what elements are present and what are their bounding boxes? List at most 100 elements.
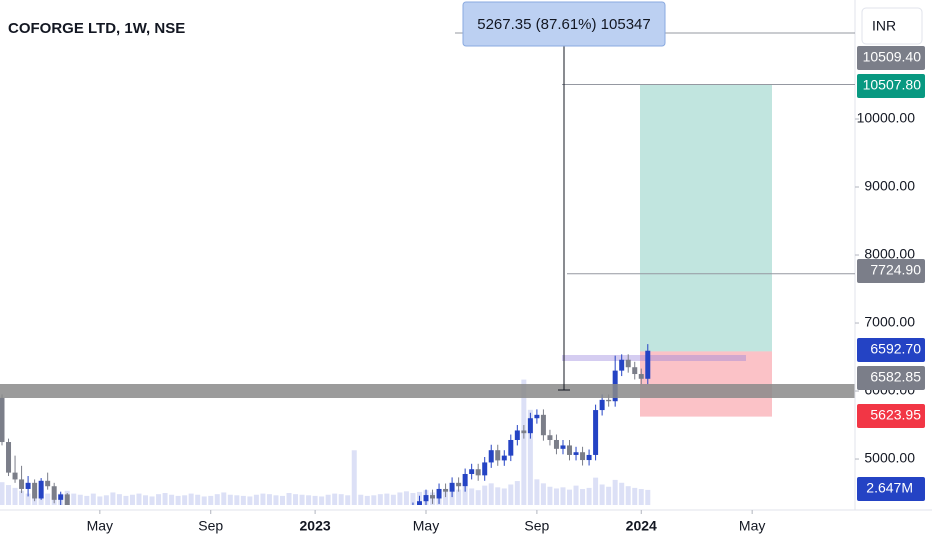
volume-bar [573,485,579,505]
candle-body [176,517,181,524]
volume-bar [599,484,605,505]
volume-bar [306,495,312,505]
candle-body [97,537,102,547]
price-label-bg [857,338,925,362]
price-label: 10509.40 [863,49,922,65]
volume-bar [521,379,527,505]
candle-body [501,455,507,461]
candle-body [482,462,488,476]
y-tick-label: 7000.00 [864,314,915,330]
candle-body [365,537,370,540]
volume-bar [77,494,83,505]
candle-body [358,534,363,537]
volume-bar [475,490,481,505]
volume-bar [534,479,540,505]
volume-bar [351,450,357,505]
candle-body [521,430,527,434]
candle-body [150,527,155,530]
candle-body [202,537,207,544]
candle-body [384,520,389,527]
volume-bar [110,492,116,505]
volume-bar [90,493,96,505]
volume-label-bg [857,477,925,501]
candle-body [606,399,612,402]
currency-box[interactable] [861,7,923,45]
volume-label: 2.647M [866,480,913,496]
candle-body [475,469,481,476]
candle-body [462,473,468,487]
volume-bar [508,484,514,505]
volume-bar [45,493,51,505]
support-band [0,384,855,398]
candle-body [136,541,141,548]
volume-bar [586,487,592,505]
candle-body [156,520,161,527]
candle-body [391,517,396,520]
candle-body [332,517,337,524]
volume-bar [645,489,651,505]
candle-body [45,480,51,487]
volume-bar [638,489,644,505]
price-label: 6582.85 [870,369,921,385]
volume-bar [221,492,227,505]
volume-bar [149,496,155,505]
volume-bar [175,495,181,505]
volume-bar [338,494,344,505]
candle-body [567,445,573,455]
volume-bar [195,494,201,505]
candle-body [91,541,96,548]
stop-zone [640,351,772,417]
volume-bar [345,495,351,505]
price-label-bg [857,46,925,70]
volume-bar [260,493,266,505]
volume-bar [169,494,175,505]
volume-bar [162,493,168,505]
volume-bar [514,481,520,505]
candle-body [514,430,520,440]
volume-bar [136,493,142,505]
candle-body [527,418,533,434]
candle-body [345,527,350,530]
candle-body [495,450,501,461]
y-tick-label: 10000.00 [857,110,916,126]
volume-bar [123,495,129,505]
candle-body [12,472,18,480]
volume-bar [501,488,507,505]
y-tick-label: 5000.00 [864,450,915,466]
volume-bar [606,486,612,505]
candle-body [169,513,174,516]
candle-body [580,452,586,461]
candle-body [234,541,239,548]
volume-bar [488,483,494,505]
candle-body [163,513,168,520]
price-label: 7724.90 [870,262,921,278]
candle-body [534,414,540,419]
volume-bar [266,494,272,505]
candle-body [645,350,651,379]
candle-body [339,524,344,527]
y-tick-label: 8000.00 [864,246,915,262]
volume-bar [593,477,599,505]
price-label-bg [857,404,925,428]
candle-body [228,534,233,541]
volume-bar [143,495,149,505]
candle-body [560,445,566,449]
range-bar [562,355,746,361]
candle-body [104,534,109,537]
volume-bar [390,494,396,505]
volume-bar [6,485,12,505]
candle-body [404,510,409,513]
volume-bar [553,488,559,505]
volume-bar [97,496,103,505]
target-zone [640,84,772,352]
volume-bar [612,479,618,505]
candle-body [78,520,83,530]
currency[interactable]: INR [872,18,896,34]
volume-bar [214,494,220,505]
x-tick-label: May [87,518,113,534]
measure-box [462,1,666,47]
volume-bar [116,494,122,505]
volume-bar [240,495,246,505]
volume-bar [273,495,279,505]
volume-bar [299,494,305,505]
